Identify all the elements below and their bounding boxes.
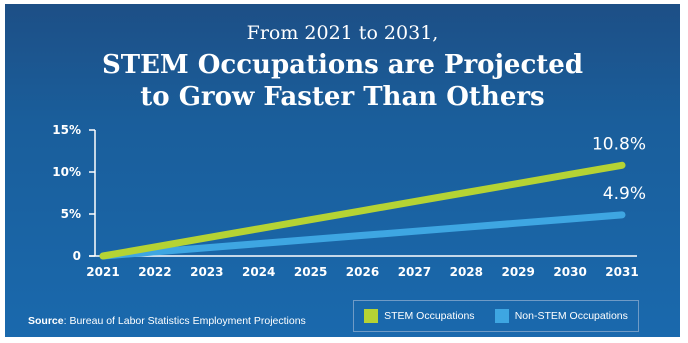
- x-tick-label: 2023: [190, 265, 223, 279]
- legend-label-stem: STEM Occupations: [384, 310, 475, 322]
- infographic-panel: From 2021 to 2031, STEM Occupations are …: [5, 4, 680, 337]
- legend-item-non-stem: Non-STEM Occupations: [494, 309, 628, 323]
- legend-swatch-non-stem: [494, 309, 509, 323]
- x-tick-label: 2028: [450, 265, 483, 279]
- y-tick-label: 0: [73, 249, 81, 263]
- chart-series: [99, 161, 626, 260]
- series-line-non-stem: [99, 211, 626, 260]
- x-tick-label: 2027: [398, 265, 431, 279]
- source-text: : Bureau of Labor Statistics Employment …: [63, 315, 306, 327]
- legend-item-stem: STEM Occupations: [364, 309, 475, 323]
- x-tick-label: 2024: [242, 265, 275, 279]
- chart-legend: STEM Occupations Non-STEM Occupations: [353, 300, 639, 332]
- x-tick-label: 2025: [294, 265, 327, 279]
- x-tick-label: 2021: [86, 265, 119, 279]
- chart-title-line-2: to Grow Faster Than Others: [140, 82, 545, 112]
- chart-labels: 10.8% 4.9%: [592, 134, 646, 204]
- x-tick-label: 2022: [138, 265, 171, 279]
- y-tick-label: 15%: [52, 123, 81, 137]
- chart-pretitle: From 2021 to 2031,: [246, 22, 439, 44]
- chart-axes: 0 5% 10% 15% 2021 2022 2023 2024 2025 2026 2027 202…: [52, 123, 638, 279]
- chart-title-line-1: STEM Occupations are Projected: [101, 50, 584, 80]
- x-tick-label: 2031: [605, 265, 638, 279]
- legend-swatch-stem: [364, 309, 379, 323]
- source-note: Source: Bureau of Labor Statistics Emplo…: [28, 315, 306, 327]
- x-tick-label: 2029: [501, 265, 534, 279]
- series-line-stem: [99, 161, 626, 260]
- data-label-non-stem: 4.9%: [603, 184, 646, 204]
- legend-label-non-stem: Non-STEM Occupations: [514, 310, 628, 322]
- line-chart: 0 5% 10% 15% 2021 2022 2023 2024 2025 2026 2027 202…: [52, 123, 646, 279]
- x-tick-label: 2030: [553, 265, 586, 279]
- source-label: Source: [28, 315, 64, 327]
- y-tick-label: 10%: [52, 165, 81, 179]
- y-tick-label: 5%: [61, 207, 81, 221]
- data-label-stem: 10.8%: [592, 134, 646, 154]
- x-tick-label: 2026: [346, 265, 379, 279]
